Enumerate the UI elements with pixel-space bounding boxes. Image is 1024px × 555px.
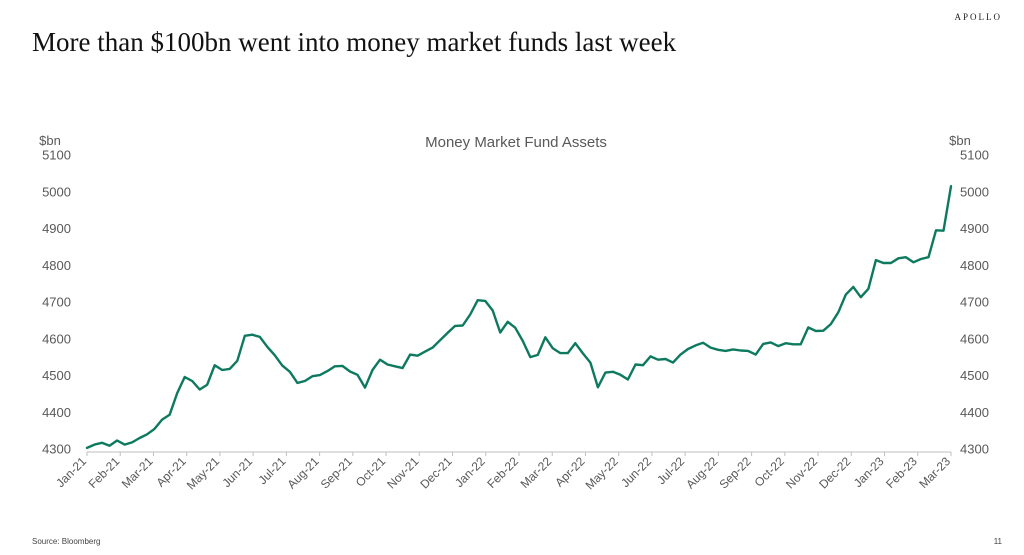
chart-title: Money Market Fund Assets xyxy=(425,134,607,151)
page-title: More than $100bn went into money market … xyxy=(32,27,677,57)
x-tick-label: Aug-22 xyxy=(683,454,720,491)
x-tick-label: Mar-22 xyxy=(518,454,555,491)
x-tick-label: Dec-21 xyxy=(417,454,454,491)
x-tick-label: Mar-23 xyxy=(916,454,953,491)
x-tick-label: Jun-22 xyxy=(618,454,654,490)
y-axis-right: 4300 4400 4500 4600 4700 4800 4900 5000 5100 xyxy=(960,148,989,457)
y-tick-label-left: 4400 xyxy=(42,405,71,420)
y-tick-label-right: 4900 xyxy=(960,221,989,236)
x-tick-label: Jun-21 xyxy=(219,454,255,490)
x-tick-label: Nov-21 xyxy=(384,454,421,491)
series-line xyxy=(85,185,953,450)
y-tick-label-left: 4300 xyxy=(42,442,71,457)
y-tick-label-left: 5100 xyxy=(42,148,71,163)
y-tick-label-right: 4700 xyxy=(960,295,989,310)
y-tick-label-left: 4500 xyxy=(42,368,71,383)
y-tick-label-right: 5100 xyxy=(960,148,989,163)
page-number: 11 xyxy=(993,537,1002,546)
y-tick-label-right: 4400 xyxy=(960,405,989,420)
y-tick-label-left: 4700 xyxy=(42,295,71,310)
y-tick-label-right: 4300 xyxy=(960,442,989,457)
x-tick-label: Oct-21 xyxy=(353,454,389,490)
x-tick-label: Dec-22 xyxy=(816,454,853,491)
x-tick-label: Mar-21 xyxy=(119,454,156,491)
y-axis-left-unit: $bn xyxy=(39,133,61,148)
source-note: Source: Bloomberg xyxy=(32,537,101,546)
y-axis-left: 4300 4400 4500 4600 4700 4800 4900 5000 5100 xyxy=(42,148,71,457)
x-tick-label: Apr-22 xyxy=(552,454,588,490)
x-tick-label: Jan-23 xyxy=(851,454,887,490)
x-tick-label: Jan-22 xyxy=(452,454,488,490)
x-tick-label: Feb-22 xyxy=(484,454,521,491)
y-tick-label-right: 4600 xyxy=(960,331,989,346)
x-tick-label: Nov-22 xyxy=(783,454,820,491)
y-tick-label-right: 4800 xyxy=(960,258,989,273)
y-axis-right-unit: $bn xyxy=(949,133,971,148)
x-tick-label: Jan-21 xyxy=(53,454,89,490)
y-tick-label-left: 4600 xyxy=(42,331,71,346)
x-tick-label: Aug-21 xyxy=(284,454,321,491)
x-tick-label: Sep-22 xyxy=(716,454,753,491)
y-tick-label-right: 5000 xyxy=(960,184,989,199)
y-tick-label-left: 4800 xyxy=(42,258,71,273)
x-tick-label: Apr-21 xyxy=(153,454,189,490)
x-tick-label: May-21 xyxy=(184,454,222,492)
x-tick-label: Feb-21 xyxy=(86,454,123,491)
y-tick-label-right: 4500 xyxy=(960,368,989,383)
x-tick-label: Feb-23 xyxy=(883,454,920,491)
y-tick-label-left: 5000 xyxy=(42,184,71,199)
x-tick-label: May-22 xyxy=(583,454,621,492)
y-tick-label-left: 4900 xyxy=(42,221,71,236)
brand-logo: APOLLO xyxy=(954,12,1002,22)
x-tick-label: Sep-21 xyxy=(318,454,355,491)
x-tick-label: Oct-22 xyxy=(752,454,788,490)
